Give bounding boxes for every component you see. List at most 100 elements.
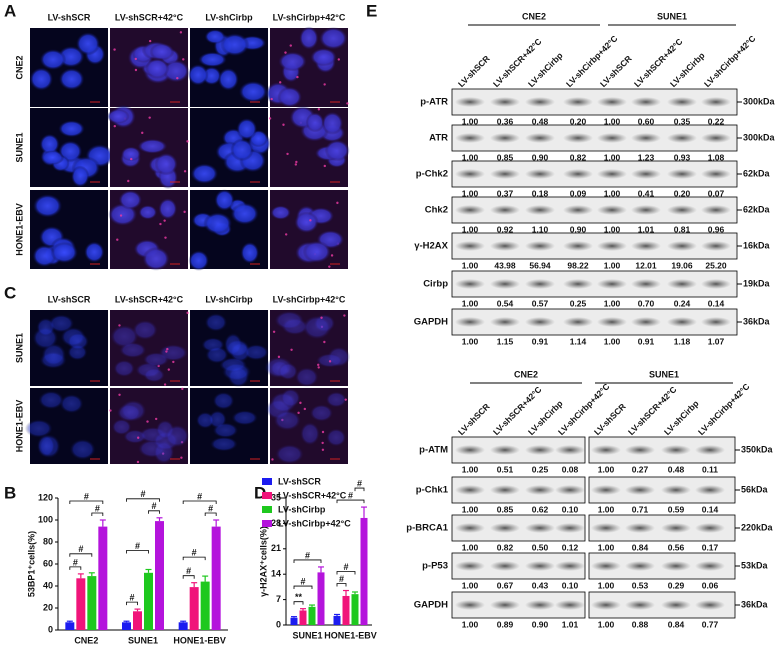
band <box>563 97 593 107</box>
x-tick-label: CNE2 <box>74 635 98 645</box>
focus <box>167 368 171 371</box>
focus <box>116 238 119 241</box>
focus <box>113 124 116 128</box>
quant-value: 1.00 <box>462 580 479 590</box>
bracket <box>293 601 304 605</box>
focus <box>182 58 185 61</box>
nucleus <box>305 112 325 133</box>
band <box>525 169 555 179</box>
row-label: SUNE1 <box>14 333 24 363</box>
band <box>455 205 485 215</box>
focus <box>343 314 346 317</box>
band <box>701 205 731 215</box>
tint <box>270 190 348 269</box>
nucleus <box>302 240 332 263</box>
focus <box>317 363 320 367</box>
significance: # <box>140 489 145 499</box>
quant-value: 0.70 <box>638 298 655 308</box>
nucleus <box>277 86 303 108</box>
bar <box>76 578 86 630</box>
nucleus <box>137 138 168 154</box>
quant-value: 0.37 <box>497 188 514 198</box>
band <box>625 485 655 495</box>
significance: # <box>300 576 305 586</box>
quant-value: 0.93 <box>674 152 691 162</box>
quant-value: 25.20 <box>705 260 727 270</box>
band <box>625 600 655 610</box>
focus <box>271 458 274 461</box>
quant-value: 0.20 <box>570 116 587 126</box>
bar <box>333 615 341 625</box>
band <box>455 485 485 495</box>
quant-value: 0.71 <box>632 504 649 514</box>
column-label: LV-shCirbp+42°C <box>273 294 346 304</box>
nucleus <box>321 111 344 135</box>
focus <box>186 311 189 315</box>
nucleus <box>75 32 101 56</box>
band <box>597 205 627 215</box>
nucleus <box>203 212 233 235</box>
size-label: 56kDa <box>741 484 769 494</box>
focus <box>163 219 166 222</box>
panel-label: C <box>4 283 16 302</box>
nucleus <box>198 51 227 68</box>
band <box>563 133 593 143</box>
focus <box>295 160 298 164</box>
size-label: 62kDa <box>743 168 771 178</box>
quant-value: 0.18 <box>532 188 549 198</box>
focus <box>309 219 312 222</box>
quant-value: 1.00 <box>462 188 479 198</box>
quant-value: 0.25 <box>570 298 587 308</box>
lane-label: LV-shCirbp <box>668 50 707 89</box>
bar <box>155 521 164 630</box>
quant-value: 0.29 <box>668 580 685 590</box>
band <box>667 317 697 327</box>
bracket <box>336 583 347 587</box>
band <box>455 279 485 289</box>
y-axis-label: γ-H2AX⁺cells(%) <box>258 526 268 597</box>
nucleus <box>324 139 350 162</box>
focus <box>134 68 138 72</box>
focus <box>284 51 287 54</box>
group-label: SUNE1 <box>657 11 687 21</box>
nucleus <box>58 68 85 91</box>
bracket <box>126 550 149 554</box>
quant-value: 1.08 <box>708 152 725 162</box>
size-label: 62kDa <box>743 204 771 214</box>
nucleus <box>295 367 319 387</box>
focus <box>183 210 186 214</box>
focus <box>148 39 152 43</box>
band <box>525 317 555 327</box>
protein-label: p-ATM <box>419 445 448 456</box>
lane-label: LV-shCirbp+42°C <box>702 33 758 89</box>
band <box>525 133 555 143</box>
bar <box>65 622 75 630</box>
tint <box>110 108 188 187</box>
focus <box>159 222 162 226</box>
nucleus <box>142 246 170 271</box>
bar <box>189 587 199 630</box>
significance: # <box>208 503 213 513</box>
band <box>490 205 520 215</box>
band <box>555 600 585 610</box>
band <box>695 445 725 455</box>
x-tick-label: HONE1-EBV <box>173 635 226 645</box>
y-tick-label: 20 <box>43 602 53 612</box>
bracket <box>293 585 313 590</box>
band <box>597 169 627 179</box>
quant-value: 0.09 <box>570 188 587 198</box>
x-tick-label: SUNE1 <box>128 635 158 645</box>
protein-label: ATR <box>429 133 448 144</box>
legend-label: LV-shCirbp <box>278 504 326 514</box>
quant-value: 0.84 <box>632 542 649 552</box>
nucleus <box>138 205 158 220</box>
nucleus <box>50 241 79 264</box>
y-tick-label: 80 <box>43 536 53 546</box>
quant-value: 0.92 <box>497 224 514 234</box>
nucleus <box>225 339 250 358</box>
bracket <box>182 500 217 504</box>
band <box>591 523 621 533</box>
tint <box>270 388 348 464</box>
quant-value: 56.94 <box>529 260 551 270</box>
quant-value: 0.90 <box>532 619 549 629</box>
